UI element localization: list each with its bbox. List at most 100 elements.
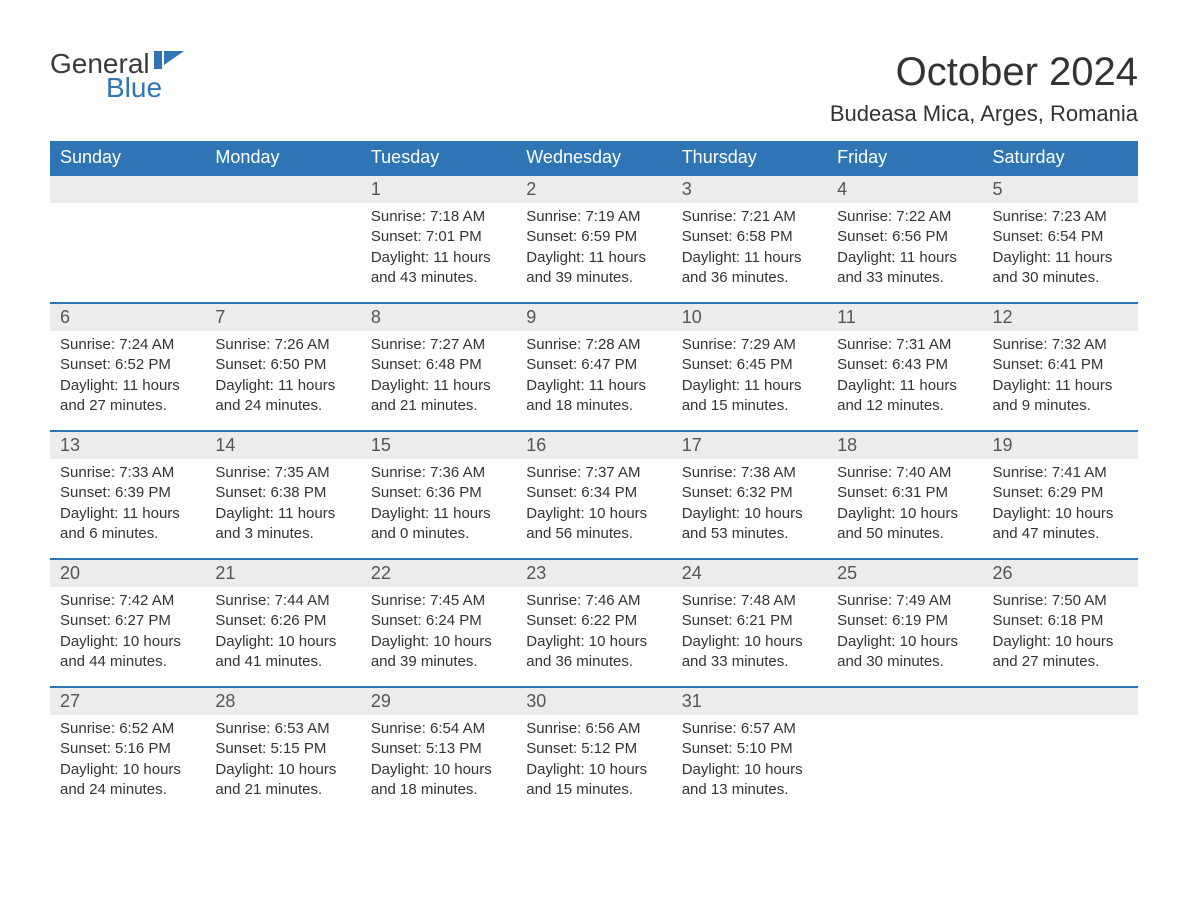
- day-line-d2: and 6 minutes.: [60, 524, 195, 544]
- day-number: 19: [983, 432, 1138, 459]
- day-line-d1: Daylight: 10 hours: [526, 632, 661, 652]
- day-number: 26: [983, 560, 1138, 587]
- day-data: Sunrise: 6:57 AMSunset: 5:10 PMDaylight:…: [672, 715, 827, 810]
- day-line-d1: Daylight: 10 hours: [682, 632, 817, 652]
- day-line-ss: Sunset: 6:59 PM: [526, 227, 661, 247]
- title-block: October 2024 Budeasa Mica, Arges, Romani…: [830, 50, 1138, 127]
- day-line-d2: and 39 minutes.: [526, 268, 661, 288]
- day-line-ss: Sunset: 6:50 PM: [215, 355, 350, 375]
- day-line-ss: Sunset: 7:01 PM: [371, 227, 506, 247]
- day-line-ss: Sunset: 5:10 PM: [682, 739, 817, 759]
- weekday-header-row: Sunday Monday Tuesday Wednesday Thursday…: [50, 141, 1138, 174]
- calendar-cell: 15Sunrise: 7:36 AMSunset: 6:36 PMDayligh…: [361, 430, 516, 558]
- day-number: 6: [50, 304, 205, 331]
- day-line-d1: Daylight: 10 hours: [526, 504, 661, 524]
- weekday-header: Saturday: [983, 141, 1138, 174]
- weekday-header: Friday: [827, 141, 982, 174]
- day-line-ss: Sunset: 5:15 PM: [215, 739, 350, 759]
- day-number: 28: [205, 688, 360, 715]
- day-line-d1: Daylight: 10 hours: [993, 504, 1128, 524]
- day-data: Sunrise: 7:26 AMSunset: 6:50 PMDaylight:…: [205, 331, 360, 426]
- day-number: 23: [516, 560, 671, 587]
- day-line-ss: Sunset: 5:12 PM: [526, 739, 661, 759]
- day-line-ss: Sunset: 6:56 PM: [837, 227, 972, 247]
- day-line-ss: Sunset: 6:52 PM: [60, 355, 195, 375]
- day-number: 22: [361, 560, 516, 587]
- day-line-sr: Sunrise: 7:45 AM: [371, 591, 506, 611]
- day-line-d2: and 47 minutes.: [993, 524, 1128, 544]
- weekday-header: Wednesday: [516, 141, 671, 174]
- day-line-ss: Sunset: 6:54 PM: [993, 227, 1128, 247]
- day-line-d2: and 27 minutes.: [993, 652, 1128, 672]
- day-line-sr: Sunrise: 6:57 AM: [682, 719, 817, 739]
- day-number: 2: [516, 176, 671, 203]
- day-line-sr: Sunrise: 7:48 AM: [682, 591, 817, 611]
- day-line-d2: and 12 minutes.: [837, 396, 972, 416]
- calendar-cell: 7Sunrise: 7:26 AMSunset: 6:50 PMDaylight…: [205, 302, 360, 430]
- day-line-sr: Sunrise: 7:42 AM: [60, 591, 195, 611]
- day-line-sr: Sunrise: 6:52 AM: [60, 719, 195, 739]
- weekday-header: Monday: [205, 141, 360, 174]
- day-line-d2: and 9 minutes.: [993, 396, 1128, 416]
- day-line-d2: and 21 minutes.: [371, 396, 506, 416]
- calendar-cell: 8Sunrise: 7:27 AMSunset: 6:48 PMDaylight…: [361, 302, 516, 430]
- day-number: 12: [983, 304, 1138, 331]
- day-data: Sunrise: 7:28 AMSunset: 6:47 PMDaylight:…: [516, 331, 671, 426]
- day-line-sr: Sunrise: 6:56 AM: [526, 719, 661, 739]
- weekday-header: Sunday: [50, 141, 205, 174]
- calendar-cell: 23Sunrise: 7:46 AMSunset: 6:22 PMDayligh…: [516, 558, 671, 686]
- calendar-cell: 17Sunrise: 7:38 AMSunset: 6:32 PMDayligh…: [672, 430, 827, 558]
- day-line-d1: Daylight: 10 hours: [371, 632, 506, 652]
- day-line-sr: Sunrise: 6:54 AM: [371, 719, 506, 739]
- day-line-d1: Daylight: 10 hours: [837, 632, 972, 652]
- day-line-sr: Sunrise: 7:36 AM: [371, 463, 506, 483]
- day-line-d2: and 24 minutes.: [60, 780, 195, 800]
- day-line-d2: and 27 minutes.: [60, 396, 195, 416]
- day-line-ss: Sunset: 6:45 PM: [682, 355, 817, 375]
- day-data: Sunrise: 6:56 AMSunset: 5:12 PMDaylight:…: [516, 715, 671, 810]
- calendar-cell: 18Sunrise: 7:40 AMSunset: 6:31 PMDayligh…: [827, 430, 982, 558]
- day-data: Sunrise: 7:33 AMSunset: 6:39 PMDaylight:…: [50, 459, 205, 554]
- day-line-d1: Daylight: 11 hours: [993, 376, 1128, 396]
- day-line-sr: Sunrise: 7:49 AM: [837, 591, 972, 611]
- day-line-d1: Daylight: 10 hours: [837, 504, 972, 524]
- calendar-week-row: 13Sunrise: 7:33 AMSunset: 6:39 PMDayligh…: [50, 430, 1138, 558]
- day-line-d2: and 30 minutes.: [837, 652, 972, 672]
- day-data: Sunrise: 7:41 AMSunset: 6:29 PMDaylight:…: [983, 459, 1138, 554]
- day-line-d1: Daylight: 11 hours: [837, 248, 972, 268]
- calendar-cell: [827, 686, 982, 814]
- calendar-cell: 13Sunrise: 7:33 AMSunset: 6:39 PMDayligh…: [50, 430, 205, 558]
- day-line-d1: Daylight: 11 hours: [993, 248, 1128, 268]
- day-line-ss: Sunset: 6:39 PM: [60, 483, 195, 503]
- day-number: 14: [205, 432, 360, 459]
- day-line-sr: Sunrise: 7:38 AM: [682, 463, 817, 483]
- day-line-d2: and 53 minutes.: [682, 524, 817, 544]
- day-line-d1: Daylight: 11 hours: [60, 376, 195, 396]
- day-line-sr: Sunrise: 7:23 AM: [993, 207, 1128, 227]
- day-number: 5: [983, 176, 1138, 203]
- day-number: 25: [827, 560, 982, 587]
- day-data: Sunrise: 7:49 AMSunset: 6:19 PMDaylight:…: [827, 587, 982, 682]
- day-number: 13: [50, 432, 205, 459]
- day-number: 18: [827, 432, 982, 459]
- calendar-week-row: 20Sunrise: 7:42 AMSunset: 6:27 PMDayligh…: [50, 558, 1138, 686]
- day-data: Sunrise: 7:21 AMSunset: 6:58 PMDaylight:…: [672, 203, 827, 298]
- calendar-cell: 30Sunrise: 6:56 AMSunset: 5:12 PMDayligh…: [516, 686, 671, 814]
- day-number: 9: [516, 304, 671, 331]
- calendar-cell: 20Sunrise: 7:42 AMSunset: 6:27 PMDayligh…: [50, 558, 205, 686]
- day-data: Sunrise: 7:32 AMSunset: 6:41 PMDaylight:…: [983, 331, 1138, 426]
- day-line-ss: Sunset: 6:32 PM: [682, 483, 817, 503]
- day-line-d1: Daylight: 11 hours: [371, 248, 506, 268]
- calendar-cell: 25Sunrise: 7:49 AMSunset: 6:19 PMDayligh…: [827, 558, 982, 686]
- day-line-ss: Sunset: 6:22 PM: [526, 611, 661, 631]
- day-line-d2: and 36 minutes.: [682, 268, 817, 288]
- day-number: 24: [672, 560, 827, 587]
- calendar-cell: [50, 174, 205, 302]
- day-data: Sunrise: 7:44 AMSunset: 6:26 PMDaylight:…: [205, 587, 360, 682]
- calendar-week-row: 6Sunrise: 7:24 AMSunset: 6:52 PMDaylight…: [50, 302, 1138, 430]
- day-number: 29: [361, 688, 516, 715]
- logo: General Blue: [50, 50, 184, 102]
- calendar-cell: 4Sunrise: 7:22 AMSunset: 6:56 PMDaylight…: [827, 174, 982, 302]
- day-line-d2: and 56 minutes.: [526, 524, 661, 544]
- day-data: Sunrise: 7:23 AMSunset: 6:54 PMDaylight:…: [983, 203, 1138, 298]
